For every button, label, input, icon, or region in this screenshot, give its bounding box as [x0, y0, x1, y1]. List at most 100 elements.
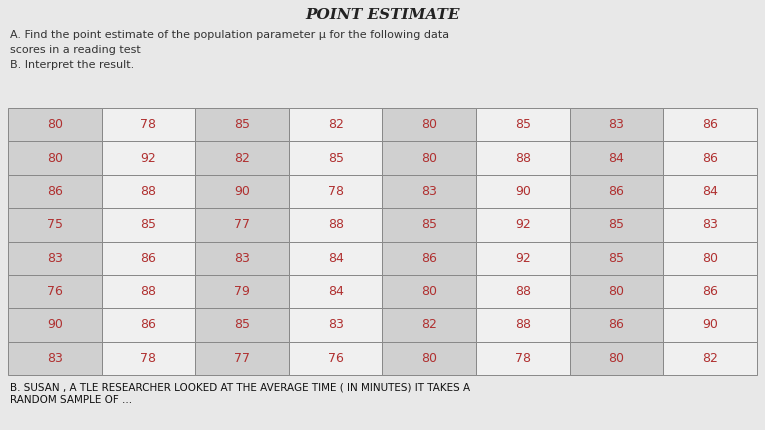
Bar — [102, 341, 195, 375]
Bar — [289, 308, 382, 341]
Text: 86: 86 — [702, 151, 718, 165]
Bar — [663, 242, 757, 275]
Text: 90: 90 — [515, 185, 531, 198]
Text: 76: 76 — [327, 352, 343, 365]
Text: 88: 88 — [141, 285, 156, 298]
Text: 83: 83 — [47, 252, 63, 265]
Text: 80: 80 — [422, 285, 438, 298]
Bar — [102, 308, 195, 341]
Text: 83: 83 — [422, 185, 438, 198]
Bar — [102, 108, 195, 141]
Bar — [382, 141, 476, 175]
Text: 86: 86 — [141, 252, 156, 265]
Bar — [570, 341, 663, 375]
Bar — [663, 208, 757, 242]
Bar — [476, 175, 570, 208]
Bar — [289, 141, 382, 175]
Bar — [289, 242, 382, 275]
Bar — [570, 275, 663, 308]
Bar — [382, 242, 476, 275]
Text: A. Find the point estimate of the population parameter μ for the following data
: A. Find the point estimate of the popula… — [10, 30, 449, 70]
Text: 77: 77 — [234, 218, 250, 231]
Bar — [195, 208, 289, 242]
Text: 79: 79 — [234, 285, 250, 298]
Text: 80: 80 — [609, 352, 624, 365]
Bar — [8, 341, 102, 375]
Text: 83: 83 — [234, 252, 250, 265]
Bar — [102, 141, 195, 175]
Text: 90: 90 — [702, 319, 718, 332]
Text: 82: 82 — [422, 319, 438, 332]
Text: 88: 88 — [515, 151, 531, 165]
Bar — [195, 175, 289, 208]
Bar — [8, 108, 102, 141]
Text: 75: 75 — [47, 218, 63, 231]
Text: 86: 86 — [47, 185, 63, 198]
Bar — [476, 141, 570, 175]
Bar — [102, 175, 195, 208]
Text: 80: 80 — [422, 151, 438, 165]
Text: 86: 86 — [702, 285, 718, 298]
Text: 85: 85 — [234, 118, 250, 131]
Text: 88: 88 — [515, 319, 531, 332]
Bar — [195, 108, 289, 141]
Text: 78: 78 — [515, 352, 531, 365]
Text: 88: 88 — [327, 218, 343, 231]
Bar — [195, 308, 289, 341]
Text: B. SUSAN , A TLE RESEARCHER LOOKED AT THE AVERAGE TIME ( IN MINUTES) IT TAKES A
: B. SUSAN , A TLE RESEARCHER LOOKED AT TH… — [10, 382, 470, 405]
Bar — [570, 208, 663, 242]
Text: 85: 85 — [141, 218, 156, 231]
Bar — [8, 208, 102, 242]
Bar — [195, 141, 289, 175]
Bar — [663, 108, 757, 141]
Bar — [289, 208, 382, 242]
Bar — [102, 208, 195, 242]
Text: 78: 78 — [327, 185, 343, 198]
Text: 83: 83 — [702, 218, 718, 231]
Bar — [570, 141, 663, 175]
Bar — [289, 341, 382, 375]
Text: 80: 80 — [422, 118, 438, 131]
Bar — [476, 208, 570, 242]
Bar — [8, 175, 102, 208]
Bar — [195, 275, 289, 308]
Text: POINT ESTIMATE: POINT ESTIMATE — [305, 8, 460, 22]
Text: 80: 80 — [47, 118, 63, 131]
Text: 77: 77 — [234, 352, 250, 365]
Bar — [8, 141, 102, 175]
Text: 86: 86 — [422, 252, 438, 265]
Text: 88: 88 — [515, 285, 531, 298]
Bar — [476, 341, 570, 375]
Text: 86: 86 — [141, 319, 156, 332]
Text: 92: 92 — [515, 218, 531, 231]
Text: 85: 85 — [609, 218, 624, 231]
Bar — [663, 141, 757, 175]
Bar — [382, 208, 476, 242]
Text: 90: 90 — [47, 319, 63, 332]
Text: 90: 90 — [234, 185, 250, 198]
Bar — [102, 242, 195, 275]
Text: 82: 82 — [702, 352, 718, 365]
Text: 78: 78 — [141, 352, 156, 365]
Text: 80: 80 — [609, 285, 624, 298]
Bar — [570, 242, 663, 275]
Text: 85: 85 — [609, 252, 624, 265]
Bar — [476, 242, 570, 275]
Bar — [102, 275, 195, 308]
Text: 84: 84 — [702, 185, 718, 198]
Bar — [8, 308, 102, 341]
Text: 92: 92 — [515, 252, 531, 265]
Bar — [476, 108, 570, 141]
Bar — [663, 175, 757, 208]
Text: 85: 85 — [422, 218, 438, 231]
Bar — [570, 308, 663, 341]
Text: 83: 83 — [609, 118, 624, 131]
Bar — [289, 175, 382, 208]
Text: 84: 84 — [327, 252, 343, 265]
Text: 76: 76 — [47, 285, 63, 298]
Bar — [382, 108, 476, 141]
Bar — [570, 108, 663, 141]
Text: 84: 84 — [327, 285, 343, 298]
Text: 82: 82 — [327, 118, 343, 131]
Bar — [476, 308, 570, 341]
